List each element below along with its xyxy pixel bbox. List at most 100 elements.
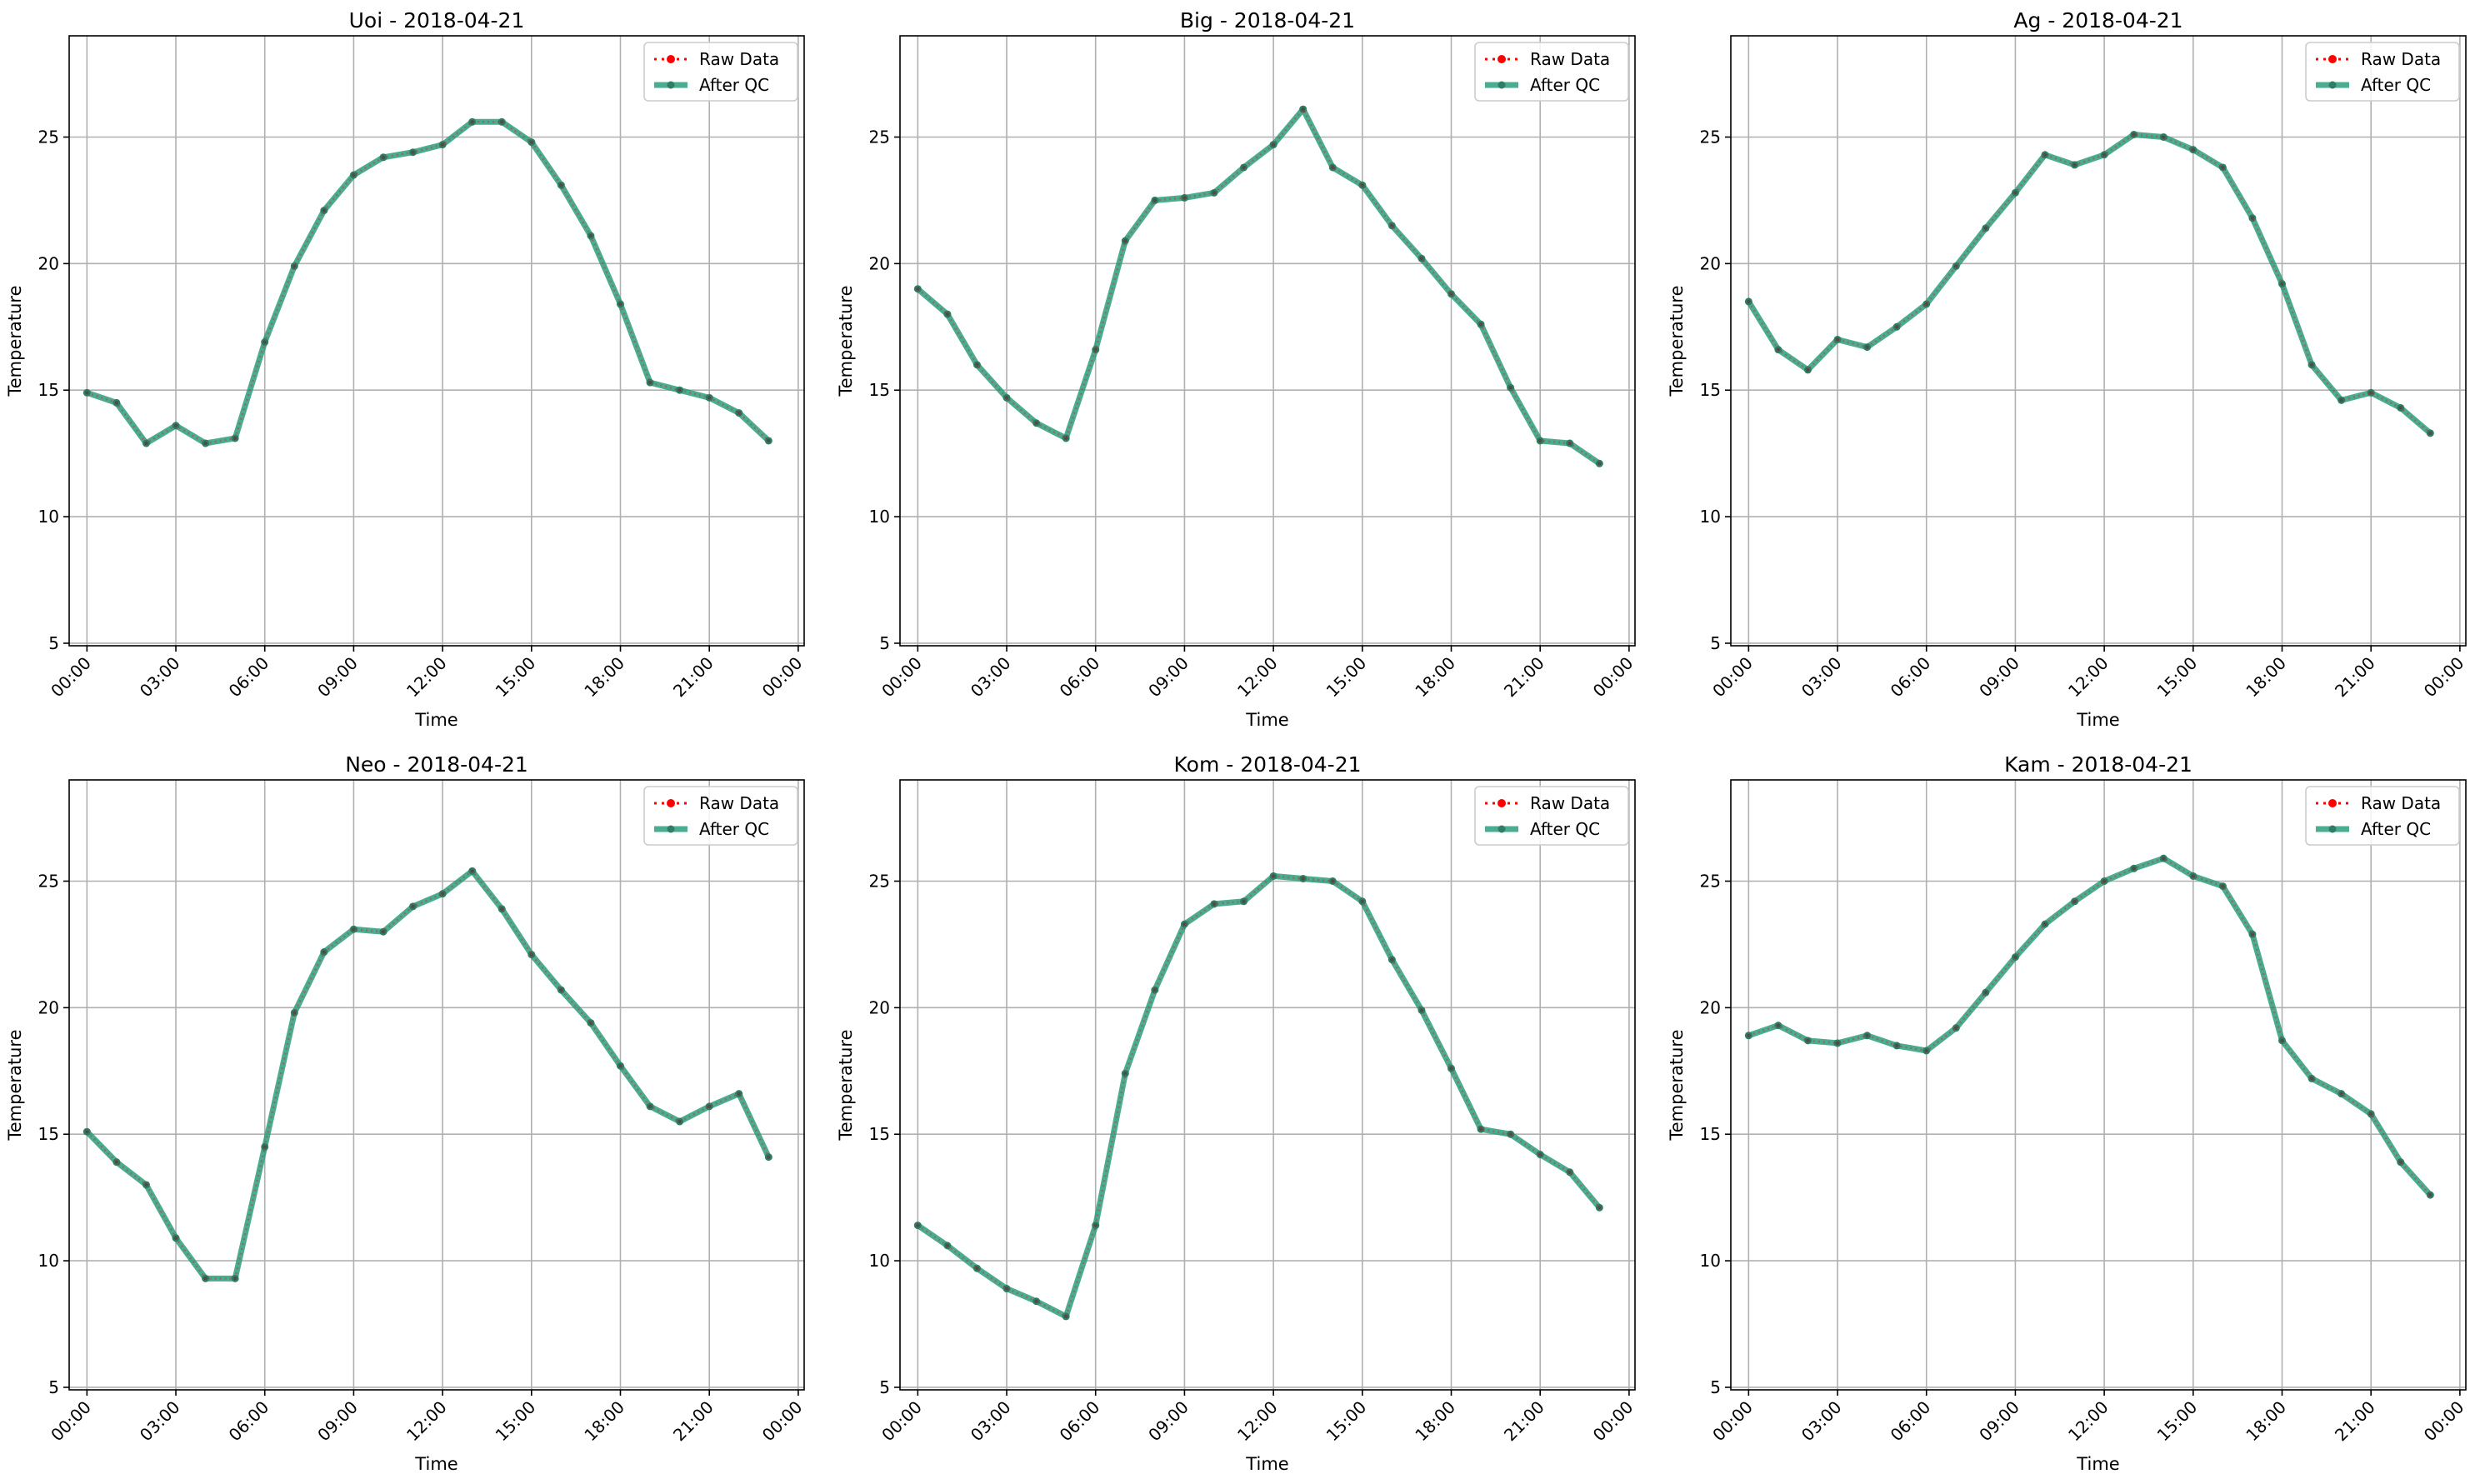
raw-data-point	[1449, 1067, 1453, 1071]
raw-data-point	[322, 950, 327, 954]
raw-data-point	[1271, 142, 1276, 147]
raw-data-point	[352, 927, 356, 932]
raw-data-point	[2013, 191, 2018, 195]
raw-data-point	[1063, 1314, 1068, 1319]
x-tick-label: 21:00	[2331, 653, 2379, 702]
raw-data-point	[1034, 1299, 1038, 1303]
raw-data-point	[2221, 884, 2225, 888]
raw-data-point	[1419, 257, 1424, 261]
legend-raw-label: Raw Data	[2361, 49, 2441, 69]
legend-qc-marker	[2328, 81, 2337, 89]
raw-data-point	[1508, 1132, 1512, 1137]
raw-data-point	[2428, 1192, 2432, 1197]
x-tick-label: 12:00	[2064, 1397, 2112, 1446]
grid	[69, 780, 804, 1390]
subplot-5: 00:00 03:00 06:00 09:00 12:00 15:00 18:00 21:00…	[836, 752, 1637, 1474]
x-tick-label: 06:00	[1056, 1397, 1104, 1446]
raw-data-point	[707, 1104, 712, 1109]
x-tick-label: 00:00	[2420, 1397, 2468, 1446]
series-raw-data	[1747, 856, 2432, 1197]
raw-data-point	[500, 907, 504, 912]
x-tick-label: 12:00	[1233, 1397, 1282, 1446]
raw-data-point	[1747, 1033, 1751, 1037]
raw-data-point	[1182, 922, 1187, 927]
legend-qc-label: After QC	[2361, 75, 2431, 95]
legend: Raw Data After QC	[643, 42, 798, 102]
grid	[69, 36, 804, 646]
raw-data-point	[2398, 1160, 2402, 1164]
raw-data-point	[85, 1129, 89, 1134]
x-tick-label: 03:00	[136, 653, 184, 702]
after-qc-line	[83, 867, 772, 1282]
x-tick-label: 03:00	[136, 1397, 184, 1446]
raw-data-point	[737, 411, 741, 415]
raw-data-point	[1538, 1152, 1542, 1157]
y-tick-label: 25	[1700, 127, 1721, 147]
x-tick-label: 15:00	[2153, 1397, 2202, 1446]
x-axis-label: Time	[1245, 1454, 1288, 1474]
y-tick-label: 10	[869, 507, 890, 527]
subplot-6: 00:00 03:00 06:00 09:00 12:00 15:00 18:00 21:00…	[1667, 752, 2468, 1474]
raw-data-point	[173, 1236, 178, 1240]
y-tick-label: 20	[38, 253, 59, 273]
raw-data-point	[1776, 347, 1781, 352]
chart-title: Big - 2018-04-21	[1180, 8, 1355, 32]
raw-data-point	[114, 1160, 119, 1164]
x-tick-label: 06:00	[1056, 653, 1104, 702]
raw-data-point	[1954, 1026, 1958, 1030]
plot-area	[69, 36, 804, 646]
raw-data-point	[1360, 899, 1365, 903]
raw-data-point	[85, 391, 89, 395]
x-tick-label: 18:00	[2242, 653, 2290, 702]
raw-data-point	[232, 436, 238, 441]
x-tick-label: 12:00	[1233, 653, 1282, 702]
raw-data-point	[1152, 987, 1158, 992]
raw-data-point	[2162, 135, 2166, 139]
x-tick-label: 06:00	[1887, 653, 1935, 702]
x-tick-label: 00:00	[47, 1397, 95, 1446]
x-tick-label: 15:00	[1322, 653, 1371, 702]
x-axis-label: Time	[414, 710, 458, 730]
legend-raw-label: Raw Data	[699, 793, 779, 813]
y-tick-label: 25	[869, 871, 890, 891]
raw-data-point	[559, 183, 563, 187]
subplot-3: 00:00 03:00 06:00 09:00 12:00 15:00 18:00 21:00…	[1667, 8, 2468, 730]
raw-data-point	[1568, 1170, 1572, 1174]
axes-frame	[1730, 35, 2467, 647]
raw-data-point	[1835, 1041, 1840, 1046]
legend-raw-label: Raw Data	[699, 49, 779, 69]
raw-data-point	[2398, 406, 2402, 410]
raw-data-point	[262, 340, 267, 344]
raw-data-point	[203, 1277, 208, 1281]
legend-qc-label: After QC	[699, 819, 769, 839]
raw-data-point	[2280, 282, 2284, 286]
raw-data-point	[916, 1223, 920, 1227]
x-tick-label: 15:00	[2153, 653, 2202, 702]
x-tick-label: 09:00	[1975, 1397, 2023, 1446]
raw-data-point	[1419, 1008, 1424, 1012]
raw-data-point	[1478, 322, 1483, 327]
x-tick-label: 21:00	[1500, 1397, 1548, 1446]
y-tick-label: 5	[48, 633, 59, 653]
x-tick-label: 09:00	[1975, 653, 2023, 702]
x-tick-label: 06:00	[225, 1397, 273, 1446]
legend-qc-marker	[1498, 81, 1506, 89]
y-tick-label: 15	[38, 380, 59, 400]
series-after-qc	[82, 867, 772, 1282]
legend-qc-label: After QC	[2361, 819, 2431, 839]
raw-data-point	[2221, 165, 2225, 170]
y-tick-label: 20	[1700, 253, 1721, 273]
raw-data-point	[114, 401, 119, 405]
raw-data-point	[440, 142, 445, 147]
legend-qc-label: After QC	[699, 75, 769, 95]
raw-data-point	[2013, 955, 2018, 959]
raw-data-point	[1894, 1043, 1899, 1048]
raw-data-point	[1360, 183, 1365, 187]
x-tick-label: 21:00	[2331, 1397, 2379, 1446]
raw-data-point	[2132, 132, 2136, 137]
plot-area	[69, 780, 804, 1390]
raw-data-point	[292, 264, 297, 268]
plot-area	[900, 36, 1635, 646]
axes-frame	[899, 35, 1636, 647]
axes-frame	[68, 779, 805, 1391]
